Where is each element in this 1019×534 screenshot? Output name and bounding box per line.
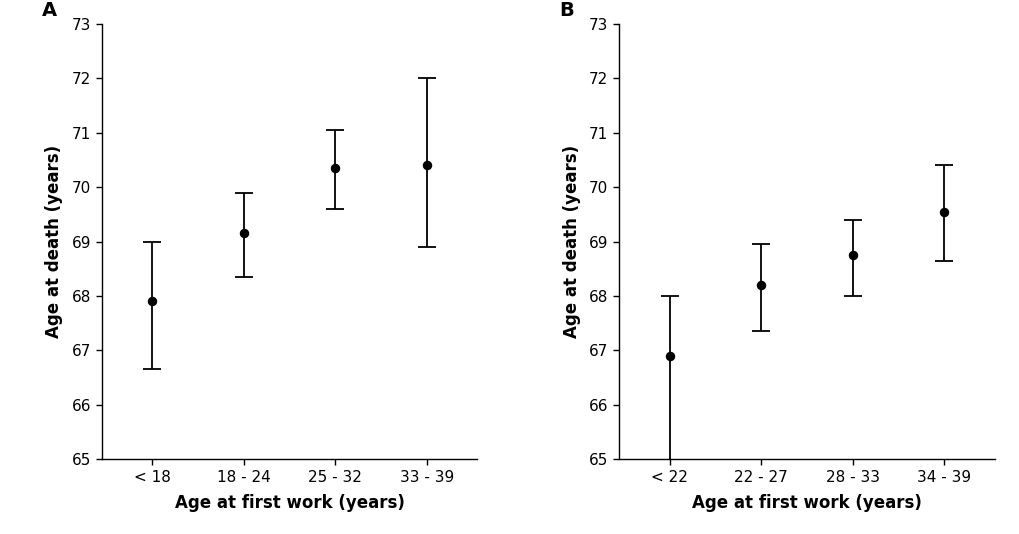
X-axis label: Age at first work (years): Age at first work (years)	[691, 494, 921, 512]
Text: A: A	[42, 1, 57, 20]
Y-axis label: Age at death (years): Age at death (years)	[45, 145, 63, 338]
X-axis label: Age at first work (years): Age at first work (years)	[174, 494, 405, 512]
Y-axis label: Age at death (years): Age at death (years)	[562, 145, 580, 338]
Text: B: B	[559, 1, 574, 20]
